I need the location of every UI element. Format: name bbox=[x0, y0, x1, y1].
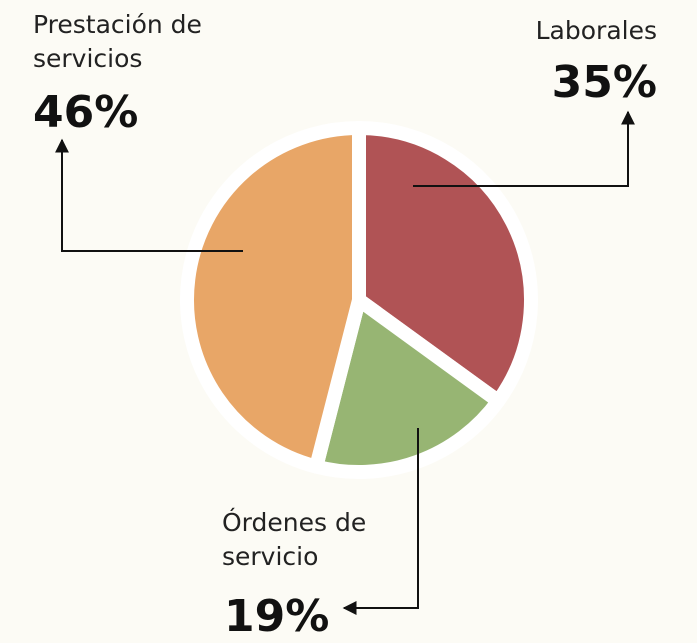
slice-label: Prestación de servicios bbox=[33, 10, 202, 73]
value-label: 19% bbox=[224, 591, 330, 642]
leader-line bbox=[342, 428, 419, 615]
slice-label: Órdenes de servicio bbox=[222, 508, 367, 571]
value-label: 35% bbox=[551, 57, 657, 108]
pie bbox=[180, 121, 538, 479]
value-label: 46% bbox=[33, 87, 139, 138]
slice-label: Laborales bbox=[535, 16, 657, 45]
leader-line bbox=[55, 138, 243, 252]
pie-slice bbox=[352, 121, 538, 409]
pie-slice bbox=[180, 121, 366, 474]
leader-line bbox=[413, 110, 635, 187]
